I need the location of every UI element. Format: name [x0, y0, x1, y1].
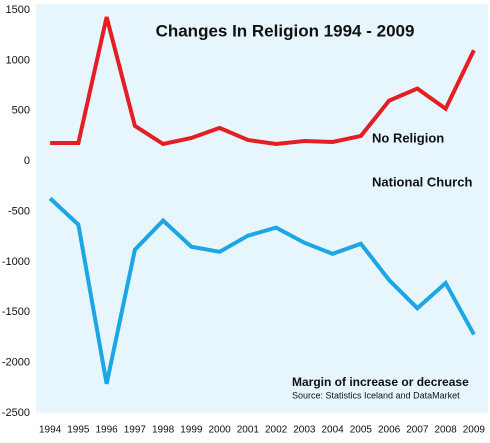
chart-title: Changes In Religion 1994 - 2009 [156, 21, 415, 40]
x-tick-label: 1999 [180, 425, 203, 436]
x-tick-label: 2004 [322, 425, 345, 436]
x-tick-label: 2005 [350, 425, 373, 436]
y-tick-label: 1000 [6, 54, 30, 66]
y-tick-label: -1000 [2, 256, 30, 268]
y-tick-label: 1500 [6, 4, 30, 16]
series-label: No Religion [372, 130, 444, 145]
plot-background [36, 4, 488, 413]
y-tick-label: -2000 [2, 357, 30, 369]
annotation: Margin of increase or decrease [292, 375, 469, 389]
x-tick-label: 2000 [209, 425, 232, 436]
y-tick-label: 500 [12, 105, 30, 117]
y-tick-label: 0 [24, 155, 30, 167]
line-series [50, 16, 476, 147]
x-tick-label: 1997 [124, 425, 147, 436]
x-tick-label: 2003 [293, 425, 316, 436]
x-tick-label: 2009 [463, 425, 486, 436]
y-tick-label: -1500 [2, 306, 30, 318]
x-tick-label: 1994 [39, 425, 62, 436]
x-tick-label: 2007 [406, 425, 429, 436]
x-tick-label: 1996 [96, 425, 119, 436]
x-tick-label: 1998 [152, 425, 175, 436]
x-tick-label: 2006 [378, 425, 401, 436]
series-label: National Church [372, 174, 472, 189]
x-tick-label: 1995 [67, 425, 90, 436]
line-series [48, 196, 476, 385]
x-tick-label: 2002 [265, 425, 288, 436]
y-tick-label: -2500 [2, 407, 30, 419]
x-tick-label: 2008 [435, 425, 458, 436]
y-tick-label: -500 [8, 205, 30, 217]
source-note: Source: Statistics Iceland and DataMarke… [292, 390, 460, 400]
x-tick-label: 2001 [237, 425, 260, 436]
